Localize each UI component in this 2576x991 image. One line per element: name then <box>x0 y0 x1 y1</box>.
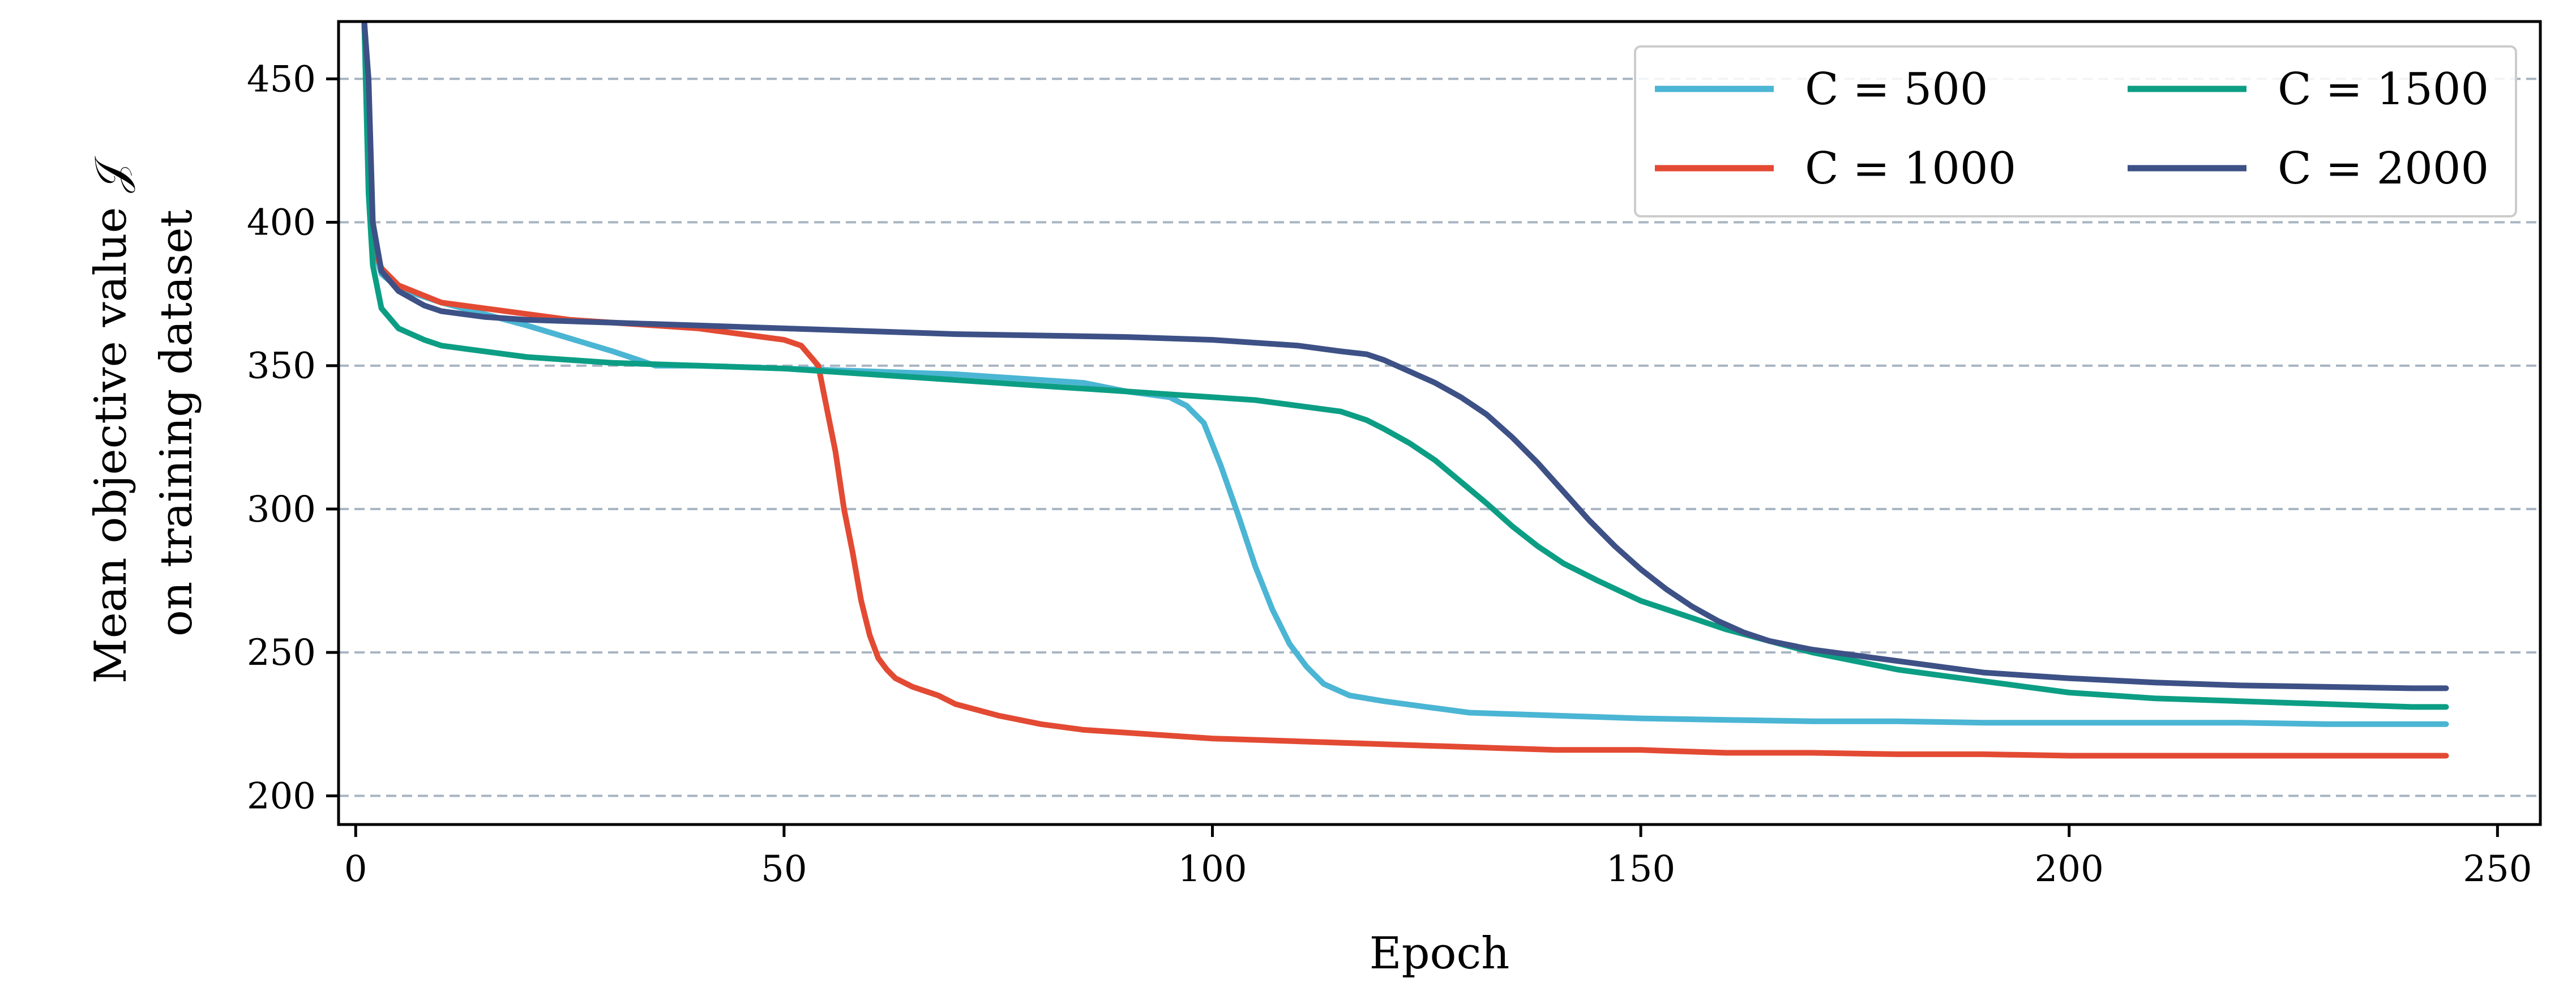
legend-box <box>1634 45 2517 217</box>
x-tick-label: 100 <box>1178 848 1247 890</box>
legend-label: C = 500 <box>1805 64 1988 115</box>
y-axis-label: Mean objective value 𝒥 on training datas… <box>85 156 202 684</box>
x-axis-label: Epoch <box>1370 928 1510 979</box>
x-tick-label: 200 <box>2035 848 2104 890</box>
x-tick-label: 0 <box>344 848 367 890</box>
series-line <box>361 22 2449 727</box>
plot-frame <box>337 20 2542 826</box>
y-tick-label: 400 <box>247 202 316 244</box>
y-axis-label-line2: on training dataset <box>151 210 202 637</box>
legend-label: C = 2000 <box>2278 143 2489 194</box>
y-axis: 200 250 300 350 400 450 <box>247 58 339 817</box>
series-line <box>361 22 2449 691</box>
y-tick-label: 250 <box>247 632 316 674</box>
x-tick-label: 50 <box>761 848 807 890</box>
y-tick-label: 300 <box>247 489 316 531</box>
legend-label: C = 1500 <box>2278 64 2489 115</box>
y-tick-label: 200 <box>247 775 316 817</box>
y-tick-label: 350 <box>247 345 316 387</box>
y-tick-label: 450 <box>247 58 316 100</box>
x-axis: 0 50 100 150 200 250 <box>344 825 2532 890</box>
legend-label: C = 1000 <box>1805 143 2016 194</box>
legend: C = 500 C = 1000 C = 1500 C = 2000 <box>1634 45 2517 217</box>
x-tick-label: 250 <box>2463 848 2532 890</box>
y-axis-label-line1: Mean objective value 𝒥 <box>85 156 136 684</box>
x-tick-label: 150 <box>1606 848 1675 890</box>
series-line <box>361 22 2449 710</box>
series-lines <box>361 22 2449 759</box>
